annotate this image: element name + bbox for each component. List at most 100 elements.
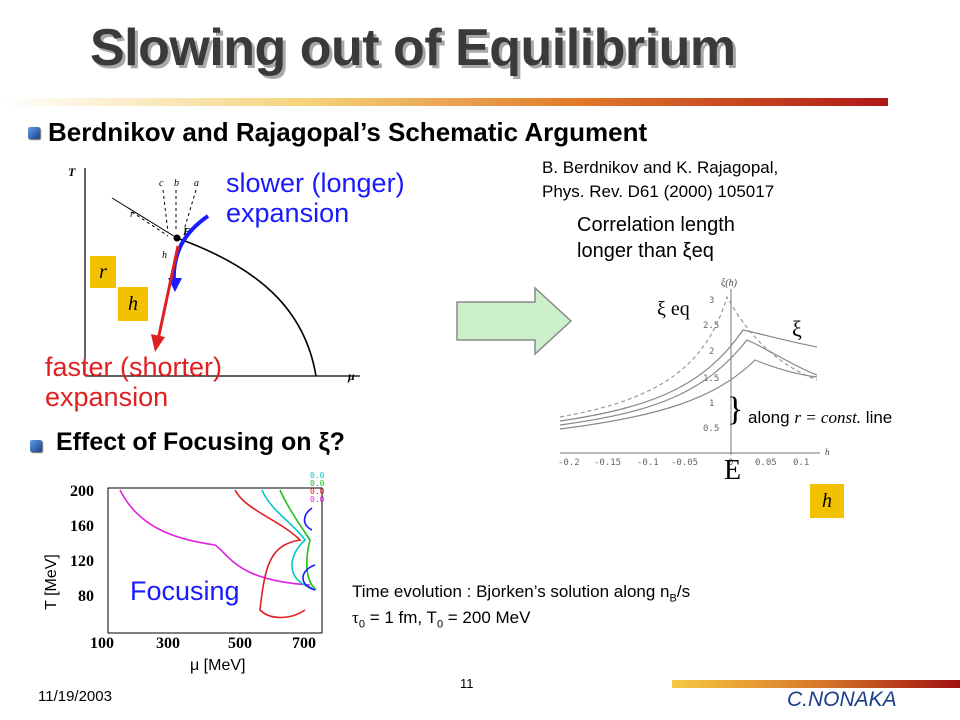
xi-plot-xlabel: h xyxy=(825,447,830,457)
legend-1: 0.0 xyxy=(310,479,325,488)
xi-curve-1 xyxy=(559,329,818,422)
x-tick-0.1: 0.1 xyxy=(793,458,809,468)
initial-conditions: τ0 = 1 fm, T0 = 200 MeV xyxy=(352,608,530,630)
y-tick-3: 3 xyxy=(709,296,714,306)
title-underline xyxy=(0,98,888,106)
trajectory-r xyxy=(131,211,169,237)
x-tick-neg0.2: -0.2 xyxy=(558,458,580,468)
label-a: a xyxy=(194,178,199,189)
fast-path-arrowhead xyxy=(151,334,165,352)
focus-x-tick-100: 100 xyxy=(90,635,114,652)
initial-conditions-end: = 200 MeV xyxy=(443,608,531,627)
trajectory-c xyxy=(162,189,169,233)
y-tick-2.5: 2.5 xyxy=(703,321,719,331)
slow-path xyxy=(171,214,210,285)
h-tag-right: h xyxy=(810,484,844,518)
focus-y-tick-160: 160 xyxy=(70,518,94,535)
focus-curve-magenta xyxy=(119,489,311,586)
focus-x-tick-500: 500 xyxy=(228,635,252,652)
brace-icon: } xyxy=(727,391,744,428)
focusing-label: Focusing xyxy=(130,576,240,607)
focus-x-tick-700: 700 xyxy=(292,635,316,652)
xi-curve-2 xyxy=(559,339,818,426)
focusing-plot: T [MeV] 200 160 120 80 100 300 500 700 0… xyxy=(43,471,325,674)
reference: B. Berdnikov and K. Rajagopal, Phys. Rev… xyxy=(542,156,778,204)
x-tick-neg0.1: -0.1 xyxy=(637,458,659,468)
x-tick-0.05: 0.05 xyxy=(755,458,777,468)
xi-plot-ylabel: ξ(h) xyxy=(721,278,738,289)
along-line-label: along r = const. line xyxy=(748,408,892,428)
time-evolution-sub: B xyxy=(669,592,677,605)
xi-curve-3 xyxy=(559,359,818,430)
focus-curve-blue xyxy=(302,507,316,591)
along-suffix: line xyxy=(861,408,893,427)
xi-label: ξ xyxy=(792,316,802,341)
transition-curve xyxy=(176,237,317,377)
y-tick-2: 2 xyxy=(709,347,714,357)
critical-point xyxy=(173,234,181,242)
focus-curve-green xyxy=(279,489,317,591)
along-r-const: r = const. xyxy=(794,408,862,427)
focus-y-label: T [MeV] xyxy=(43,554,60,610)
label-h: h xyxy=(162,250,167,261)
trajectory-a xyxy=(183,189,197,231)
faster-line-1: faster (shorter) xyxy=(45,352,223,382)
tau-symbol: τ xyxy=(352,608,359,627)
label-r: r xyxy=(130,209,134,220)
footer-date: 11/19/2003 xyxy=(38,688,112,705)
bullet-icon xyxy=(30,440,42,452)
page-title: Slowing out of Equilibrium xyxy=(90,19,736,77)
faster-line-2: expansion xyxy=(45,382,169,412)
correlation-line-1: Correlation length xyxy=(577,214,735,236)
faster-expansion-label: faster (shorter) expansion xyxy=(45,352,222,412)
slower-expansion-label: slower (longer) expansion xyxy=(226,168,405,228)
t-sub: 0 xyxy=(436,618,444,631)
phase-y-label: T xyxy=(68,165,76,179)
phase-x-label: μ xyxy=(347,369,355,383)
slower-line-1: slower (longer) xyxy=(226,168,405,198)
footer-underline xyxy=(672,680,960,688)
legend-2: 0.0 xyxy=(310,487,325,496)
focus-y-tick-80: 80 xyxy=(78,588,94,605)
xi-eq-label: ξ eq xyxy=(657,298,690,320)
label-c: c xyxy=(159,178,164,189)
y-tick-0.5: 0.5 xyxy=(703,424,719,434)
reference-line-1: B. Berdnikov and K. Rajagopal, xyxy=(542,158,779,177)
x-tick-neg0.05: -0.05 xyxy=(671,458,698,468)
tau-sub: 0 xyxy=(358,618,365,631)
reference-line-2: Phys. Rev. D61 (2000) 105017 xyxy=(542,182,775,201)
along-prefix: along xyxy=(748,408,795,427)
focus-y-tick-200: 200 xyxy=(70,483,94,500)
focus-x-tick-300: 300 xyxy=(156,635,180,652)
x-tick-0: 0 xyxy=(728,458,733,468)
footer-author: C.NONAKA xyxy=(787,688,897,711)
x-tick-neg0.15: -0.15 xyxy=(594,458,621,468)
initial-conditions-text: = 1 fm, T xyxy=(364,608,437,627)
footer-page-number: 11 xyxy=(460,676,474,691)
right-arrow-icon xyxy=(456,286,573,356)
legend-0: 0.0 xyxy=(310,471,325,480)
legend-3: 0.0 xyxy=(310,495,325,504)
correlation-line-2: longer than ξeq xyxy=(577,240,714,262)
bullet-icon xyxy=(28,127,40,139)
slower-line-2: expansion xyxy=(226,198,350,228)
label-b: b xyxy=(174,178,179,189)
time-evolution-text: Time evolution : Bjorken’s solution alon… xyxy=(352,582,670,601)
r-tag: r xyxy=(90,256,116,288)
y-tick-1: 1 xyxy=(709,399,714,409)
focus-curve-red xyxy=(234,489,306,619)
fast-path xyxy=(156,245,180,341)
focus-x-label: μ [MeV] xyxy=(190,657,245,674)
critical-point-label: E xyxy=(182,226,190,238)
time-evolution: Time evolution : Bjorken’s solution alon… xyxy=(352,582,690,604)
section-heading-schematic: Berdnikov and Rajagopal’s Schematic Argu… xyxy=(48,117,648,147)
time-evolution-post: /s xyxy=(676,582,691,601)
xi-plot: ξ(h) h 3 2.5 2 1.5 1 0.5 -0.2 -0.15 -0.1… xyxy=(558,278,830,468)
section-heading-focusing: Effect of Focusing on ξ? xyxy=(56,428,345,456)
crossover-line xyxy=(111,197,178,239)
focus-y-tick-120: 120 xyxy=(70,553,94,570)
E-label: E xyxy=(724,455,742,486)
h-tag: h xyxy=(118,287,148,321)
focus-curve-cyan xyxy=(261,489,313,589)
y-tick-1.5: 1.5 xyxy=(703,374,719,384)
